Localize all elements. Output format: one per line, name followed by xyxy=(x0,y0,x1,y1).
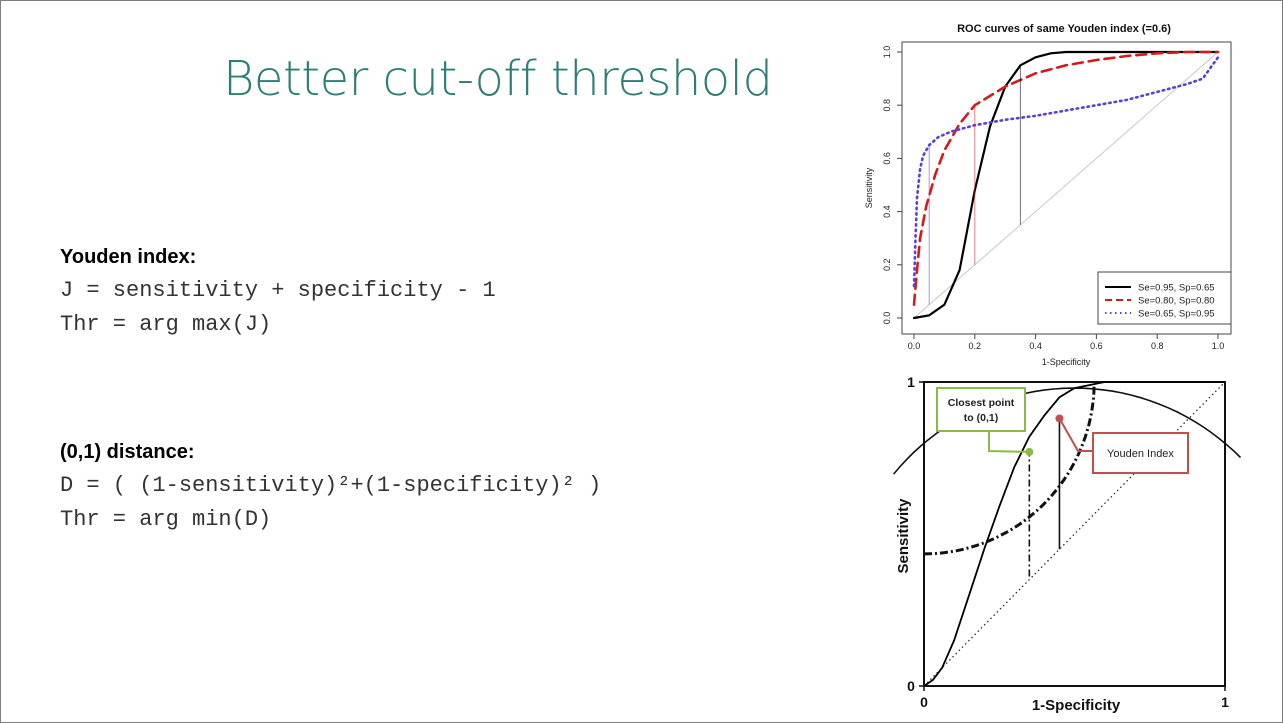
chart2-closest-callout-line xyxy=(988,431,1030,453)
chart2-x-axis-label: 1-Specificity xyxy=(1032,697,1121,714)
youden-formula: J = sensitivity + specificity - 1 xyxy=(60,278,496,303)
chart1-x-tick-label: 0.0 xyxy=(908,341,921,351)
page-title: Better cut-off threshold xyxy=(223,51,773,107)
chart2-closest-callout-label: Closest point xyxy=(948,397,1015,409)
chart2-youden-callout-line xyxy=(1058,418,1093,452)
chart1-y-tick-label: 0.0 xyxy=(882,312,892,325)
chart1-x-tick-label: 0.4 xyxy=(1029,341,1042,351)
chart1-x-axis-label: 1-Specificity xyxy=(1042,357,1091,367)
chart2-closest-callout-box xyxy=(936,387,1026,432)
chart1-legend-box xyxy=(1097,271,1232,325)
youden-threshold: Thr = arg max(J) xyxy=(60,312,272,337)
chart1-legend-label-0: Se=0.95, Sp=0.65 xyxy=(1138,283,1215,294)
chart2-x-tick-label: 0 xyxy=(920,694,928,710)
chart1-legend-label-2: Se=0.65, Sp=0.95 xyxy=(1138,309,1215,320)
chart2-y-tick-label: 0 xyxy=(907,678,915,694)
chart2-closest-point-marker xyxy=(1025,447,1034,456)
chart1-plot-frame xyxy=(901,41,1232,335)
youden-closest-point-chart: 0 1 0 1 Closest point to (0,1) Youden Index 1… xyxy=(892,374,1242,714)
chart1-x-tick-label: 0.2 xyxy=(969,341,982,351)
chart2-y-axis-label: Sensitivity xyxy=(895,498,912,574)
chart2-closest-callout-label: to (0,1) xyxy=(964,412,998,424)
chart1-y-tick-label: 0.2 xyxy=(882,259,892,272)
chart1-diagonal-line xyxy=(913,51,1219,319)
chart2-x-tick-label: 1 xyxy=(1221,694,1229,710)
chart1-y-tick-label: 1.0 xyxy=(882,46,892,59)
roc-curves-chart: ROC curves of same Youden index (=0.6) 0… xyxy=(864,23,1232,367)
chart2-youden-callout-label: Youden Index xyxy=(1107,448,1174,460)
distance-formula: D = ( (1-sensitivity)²+(1-specificity)² … xyxy=(60,473,602,498)
chart1-x-tick-label: 0.8 xyxy=(1151,341,1164,351)
chart1-y-tick-label: 0.4 xyxy=(882,205,892,218)
chart2-y-tick-label: 1 xyxy=(907,374,915,390)
chart1-legend-label-1: Se=0.80, Sp=0.80 xyxy=(1138,296,1215,307)
chart2-youden-callout-box xyxy=(1092,432,1189,474)
chart1-y-tick-label: 0.6 xyxy=(882,152,892,165)
distance-heading: (0,1) distance: xyxy=(60,441,195,463)
youden-heading: Youden index: xyxy=(60,246,197,268)
chart1-y-axis-label: Sensitivity xyxy=(864,167,874,208)
chart1-series-line-2 xyxy=(912,56,1220,288)
chart2-distance-arc xyxy=(923,385,1096,556)
chart1-x-tick-label: 0.6 xyxy=(1090,341,1103,351)
chart2-youden-point-marker xyxy=(1055,414,1064,423)
chart2-plot-frame xyxy=(923,381,1226,687)
chart1-series-line-1 xyxy=(912,50,1220,306)
chart1-legend: Se=0.95, Sp=0.65 Se=0.80, Sp=0.80 Se=0.65,… xyxy=(1097,271,1232,325)
distance-threshold: Thr = arg min(D) xyxy=(60,507,272,532)
chart1-y-tick-label: 0.8 xyxy=(882,99,892,112)
chart1-x-tick-label: 1.0 xyxy=(1212,341,1225,351)
chart1-title: ROC curves of same Youden index (=0.6) xyxy=(957,23,1171,35)
